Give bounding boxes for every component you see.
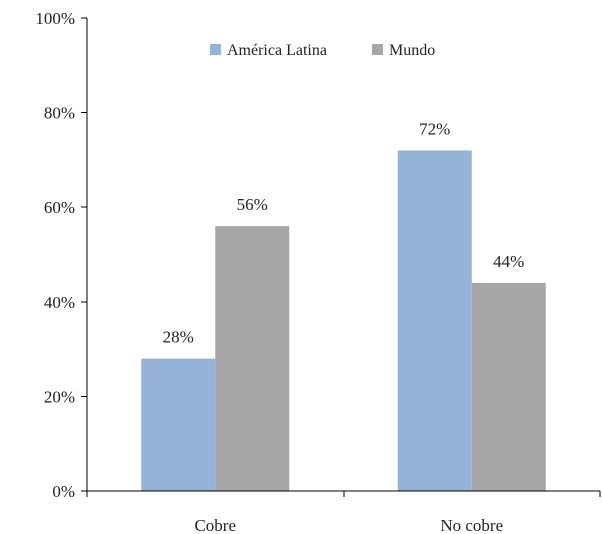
y-tick-label: 80% [44,104,75,123]
category-label: No cobre [440,516,503,534]
bars [141,150,546,491]
data-label: 44% [493,252,524,271]
legend: América Latina Mundo [210,42,435,59]
data-labels: 28% 56% 72% 44% [163,119,525,346]
legend-label-mundo: Mundo [389,42,435,59]
y-tick-label: 60% [44,198,75,217]
data-label: 56% [237,195,268,214]
y-tick-label: 0% [52,482,75,501]
legend-swatch-mundo [372,44,383,55]
category-label: Cobre [194,516,236,534]
data-label: 72% [419,119,450,138]
bar-mundo-1 [471,282,546,491]
y-axis: 0% 20% 40% 60% 80% 100% [35,9,88,501]
legend-swatch-america-latina [210,44,221,55]
bar-america-latina-0 [141,358,216,491]
bar-america-latina-1 [397,150,472,491]
bar-mundo-0 [215,226,290,491]
legend-label-america-latina: América Latina [227,42,327,59]
y-tick-label: 20% [44,387,75,406]
data-label: 28% [163,328,194,347]
y-tick-label: 100% [35,9,75,28]
x-axis: Cobre No cobre [86,490,601,534]
y-tick-label: 40% [44,293,75,312]
